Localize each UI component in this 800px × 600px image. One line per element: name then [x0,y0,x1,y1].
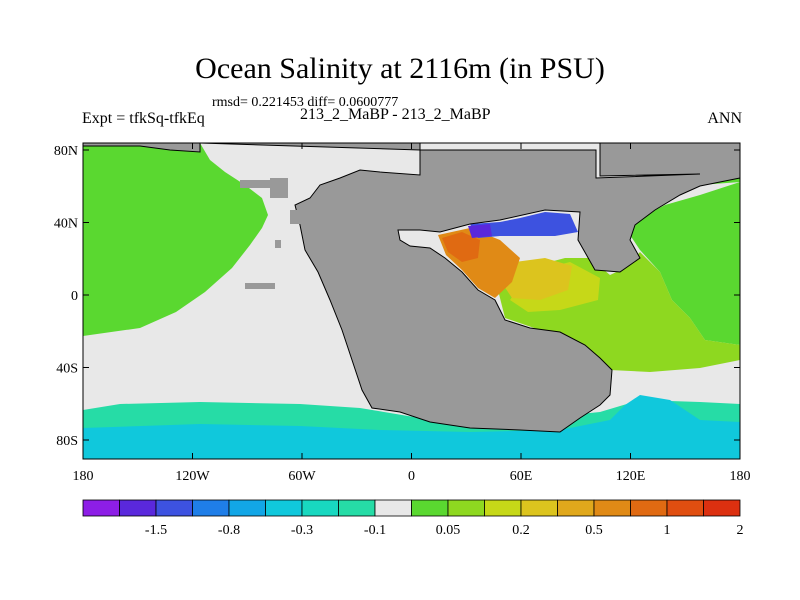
y-tick-label: 80N [54,144,78,159]
map-area [83,143,740,459]
land-island-5 [240,180,270,188]
colorbar-swatch [630,499,668,517]
y-tick-label: 0 [71,289,78,304]
colorbar-label: -1.5 [145,523,167,538]
colorbar-label: 1 [664,523,671,538]
colorbar-swatch [593,499,631,517]
colorbar-swatch [119,499,157,517]
land-west-strip [83,143,201,153]
colorbar-swatch [447,499,485,517]
land-island-2 [275,240,281,248]
colorbar-swatch [338,499,376,517]
deep-blue-region [468,224,492,238]
colorbar-label: 0.05 [436,523,461,538]
blue-strait-region [470,212,578,238]
dark-orange-region [442,232,480,262]
colorbar-swatch [411,499,449,517]
colorbar-swatch [301,499,339,517]
colorbar-label: 0.2 [512,523,530,538]
gold-core-region [500,258,572,300]
southern-band-lower [83,395,740,459]
x-tick-label: 180 [73,469,94,484]
colorbar-swatch [557,499,595,517]
east-pacific-region [596,170,740,345]
x-tick-label: 0 [408,469,415,484]
land-continent [199,143,740,433]
colorbar-swatch [82,499,120,517]
land-island-4 [270,178,288,198]
land-island-3 [290,210,302,224]
colorbar-label: -0.3 [291,523,313,538]
colorbar-label: -0.1 [364,523,386,538]
y-tick-label: 40S [56,362,78,377]
colorbar: -1.5 -0.8 -0.3 -0.1 0.05 0.2 0.5 1 2 [82,499,744,538]
colorbar-swatch [666,499,704,517]
colorbar-swatch [192,499,230,517]
page-title: Ocean Salinity at 2116m (in PSU) [195,52,605,85]
colorbar-swatch [265,499,303,517]
colorbar-label: -0.8 [218,523,240,538]
x-tick-label: 120W [175,469,210,484]
case-label: 213_2_MaBP - 213_2_MaBP [300,106,491,123]
north-pacific-region [83,143,268,336]
colorbar-swatch [484,499,522,517]
season-label: ANN [707,110,742,127]
x-tick-label: 60E [510,469,533,484]
x-tick-label: 120E [616,469,646,484]
colorbar-swatch [155,499,193,517]
x-tick-label: 60W [288,469,316,484]
colorbar-swatch [520,499,558,517]
stats-label: rmsd= 0.221453 diff= 0.0600777 [212,95,399,110]
y-tick-label: 40N [54,217,78,232]
colorbar-label: 2 [737,523,744,538]
colorbar-label: 0.5 [585,523,603,538]
experiment-label: Expt = tfkSq-tfkEq [82,110,205,127]
colorbar-swatch [228,499,266,517]
axis-ticks: 180 120W 60W 0 60E 120E 180 80N 40N 0 40S 80S [54,143,751,484]
y-tick-label: 80S [56,434,78,449]
land-island-1 [245,283,275,289]
x-tick-label: 180 [730,469,751,484]
colorbar-swatch [703,499,741,517]
colorbar-swatch [374,499,412,517]
